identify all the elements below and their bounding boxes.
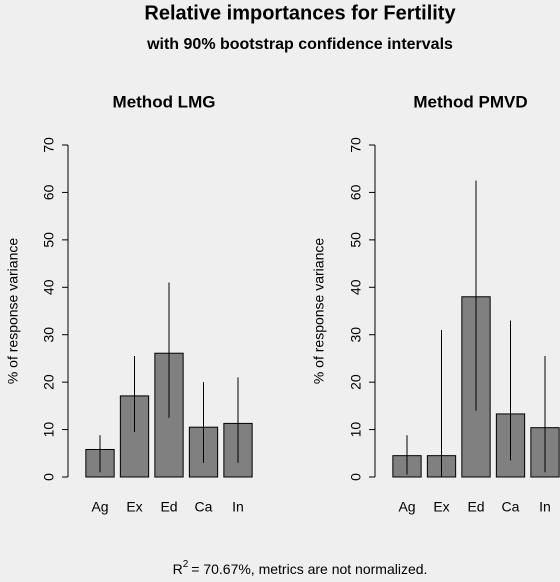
y-tick-label: 70: [41, 137, 57, 153]
y-tick-label: 10: [41, 422, 57, 438]
y-axis-title: % of response variance: [311, 238, 327, 385]
y-tick-label: 70: [348, 137, 364, 153]
y-tick-label: 30: [348, 327, 364, 343]
panel-title: Method PMVD: [413, 92, 527, 111]
y-tick-label: 20: [41, 374, 57, 390]
footnote-text: = 70.67%, metrics are not normalized.: [191, 561, 427, 577]
x-tick-label: Ex: [433, 499, 449, 515]
y-tick-label: 10: [348, 422, 364, 438]
panel-title: Method LMG: [113, 92, 216, 111]
y-tick-label: 30: [41, 327, 57, 343]
footnote-text: R: [173, 561, 183, 577]
y-tick-label: 40: [348, 279, 364, 295]
x-tick-label: In: [232, 499, 244, 515]
chart-subtitle: with 90% bootstrap confidence intervals: [146, 36, 453, 53]
chart-title: Relative importances for Fertility: [144, 2, 456, 24]
y-tick-label: 0: [348, 473, 364, 481]
y-tick-label: 50: [41, 232, 57, 248]
x-tick-label: Ag: [91, 499, 108, 515]
x-tick-label: Ex: [126, 499, 142, 515]
y-axis-title: % of response variance: [5, 238, 21, 385]
y-tick-label: 50: [348, 232, 364, 248]
x-tick-label: Ca: [195, 499, 213, 515]
y-tick-label: 60: [41, 184, 57, 200]
y-tick-label: 20: [348, 374, 364, 390]
y-tick-label: 60: [348, 184, 364, 200]
footnote-superscript: 2: [183, 559, 189, 570]
x-tick-label: Ag: [398, 499, 415, 515]
y-tick-label: 40: [41, 279, 57, 295]
x-tick-label: In: [539, 499, 551, 515]
footnote: R2 = 70.67%, metrics are not normalized.: [173, 559, 428, 577]
x-tick-label: Ca: [502, 499, 520, 515]
x-tick-label: Ed: [160, 499, 177, 515]
y-tick-label: 0: [41, 473, 57, 481]
x-tick-label: Ed: [467, 499, 484, 515]
